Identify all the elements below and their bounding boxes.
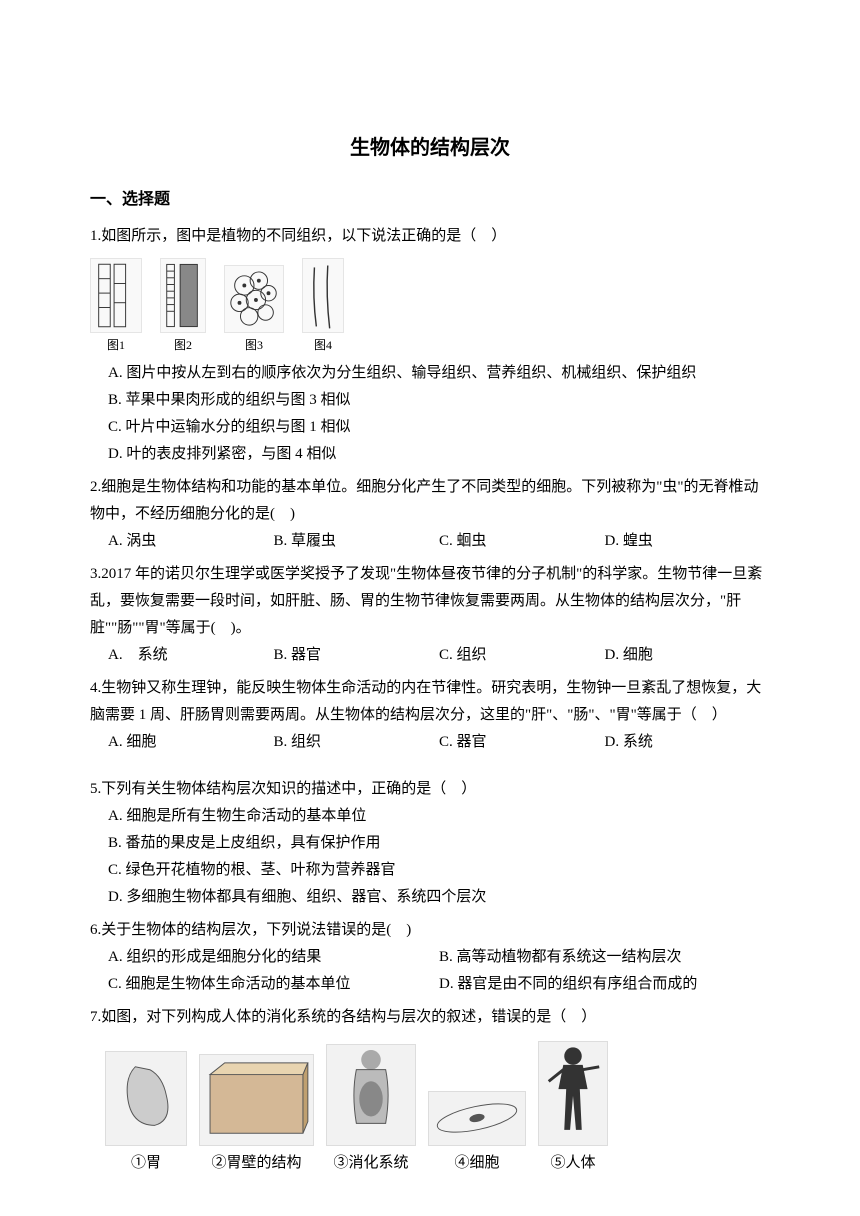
q1-option-b: B. 苹果中果肉形成的组织与图 3 相似	[90, 387, 770, 414]
tissue-image-4: 图4	[302, 258, 344, 357]
q2-option-b: B. 草履虫	[274, 528, 440, 555]
q6-option-b: B. 高等动植物都有系统这一结构层次	[439, 944, 770, 971]
q6-option-c: C. 细胞是生物体生命活动的基本单位	[108, 971, 439, 998]
image-3-label: 图3	[245, 335, 263, 357]
q6-option-d: D. 器官是由不同的组织有序组合而成的	[439, 971, 770, 998]
fig-human-body: ⑤人体	[538, 1041, 608, 1177]
fig-cell: ④细胞	[428, 1091, 526, 1177]
tissue-image-2: 图2	[160, 258, 206, 357]
question-5-text: 5.下列有关生物体结构层次知识的描述中，正确的是（ ）	[90, 776, 770, 803]
question-7: 7.如图，对下列构成人体的消化系统的各结构与层次的叙述，错误的是（ ） ①胃 ②…	[90, 1004, 770, 1177]
q4-option-d: D. 系统	[605, 729, 771, 756]
fig-stomach-wall: ②胃壁的结构	[199, 1054, 314, 1177]
q5-option-b: B. 番茄的果皮是上皮组织，具有保护作用	[90, 830, 770, 857]
question-2-text: 2.细胞是生物体结构和功能的基本单位。细胞分化产生了不同类型的细胞。下列被称为"…	[90, 474, 770, 528]
image-4-label: 图4	[314, 335, 332, 357]
q5-option-a: A. 细胞是所有生物生命活动的基本单位	[90, 803, 770, 830]
q1-option-d: D. 叶的表皮排列紧密，与图 4 相似	[90, 441, 770, 468]
tissue-image-3: 图3	[224, 265, 284, 357]
tissue-image-1: 图1	[90, 258, 142, 357]
image-2-label: 图2	[174, 335, 192, 357]
question-1-text: 1.如图所示，图中是植物的不同组织，以下说法正确的是（ ）	[90, 223, 770, 250]
question-3-text: 3.2017 年的诺贝尔生理学或医学奖授予了发现"生物体昼夜节律的分子机制"的科…	[90, 561, 770, 642]
page-title: 生物体的结构层次	[90, 130, 770, 166]
question-4: 4.生物钟又称生理钟，能反映生物体生命活动的内在节律性。研究表明，生物钟一旦紊乱…	[90, 675, 770, 756]
fig-2-label: ②胃壁的结构	[211, 1150, 301, 1177]
question-6-text: 6.关于生物体的结构层次，下列说法错误的是( )	[90, 917, 770, 944]
q3-option-a: A. 系统	[108, 642, 274, 669]
q1-option-c: C. 叶片中运输水分的组织与图 1 相似	[90, 414, 770, 441]
question-7-images: ①胃 ②胃壁的结构 ③消化系统 ④细胞 ⑤人体	[105, 1041, 770, 1177]
q2-option-d: D. 蝗虫	[605, 528, 771, 555]
question-4-text: 4.生物钟又称生理钟，能反映生物体生命活动的内在节律性。研究表明，生物钟一旦紊乱…	[90, 675, 770, 729]
q2-option-a: A. 涡虫	[108, 528, 274, 555]
fig-5-label: ⑤人体	[550, 1150, 595, 1177]
q3-option-d: D. 细胞	[605, 642, 771, 669]
question-5: 5.下列有关生物体结构层次知识的描述中，正确的是（ ） A. 细胞是所有生物生命…	[90, 776, 770, 911]
q3-option-c: C. 组织	[439, 642, 605, 669]
q5-option-d: D. 多细胞生物体都具有细胞、组织、器官、系统四个层次	[90, 884, 770, 911]
section-header: 一、选择题	[90, 186, 770, 215]
q3-option-b: B. 器官	[274, 642, 440, 669]
image-1-label: 图1	[107, 335, 125, 357]
question-3: 3.2017 年的诺贝尔生理学或医学奖授予了发现"生物体昼夜节律的分子机制"的科…	[90, 561, 770, 669]
fig-1-label: ①胃	[131, 1150, 161, 1177]
question-1-images: 图1 图2 图3 图4	[90, 258, 770, 357]
q4-option-c: C. 器官	[439, 729, 605, 756]
question-7-text: 7.如图，对下列构成人体的消化系统的各结构与层次的叙述，错误的是（ ）	[90, 1004, 770, 1031]
question-6: 6.关于生物体的结构层次，下列说法错误的是( ) A. 组织的形成是细胞分化的结…	[90, 917, 770, 998]
question-2: 2.细胞是生物体结构和功能的基本单位。细胞分化产生了不同类型的细胞。下列被称为"…	[90, 474, 770, 555]
fig-stomach: ①胃	[105, 1051, 187, 1177]
question-1: 1.如图所示，图中是植物的不同组织，以下说法正确的是（ ） 图1 图2 图3 图…	[90, 223, 770, 469]
fig-digestive-system: ③消化系统	[326, 1044, 416, 1177]
q2-option-c: C. 蛔虫	[439, 528, 605, 555]
fig-4-label: ④细胞	[454, 1150, 499, 1177]
q4-option-b: B. 组织	[274, 729, 440, 756]
q1-option-a: A. 图片中按从左到右的顺序依次为分生组织、输导组织、营养组织、机械组织、保护组…	[90, 360, 770, 387]
q4-option-a: A. 细胞	[108, 729, 274, 756]
q6-option-a: A. 组织的形成是细胞分化的结果	[108, 944, 439, 971]
q5-option-c: C. 绿色开花植物的根、茎、叶称为营养器官	[90, 857, 770, 884]
fig-3-label: ③消化系统	[333, 1150, 408, 1177]
